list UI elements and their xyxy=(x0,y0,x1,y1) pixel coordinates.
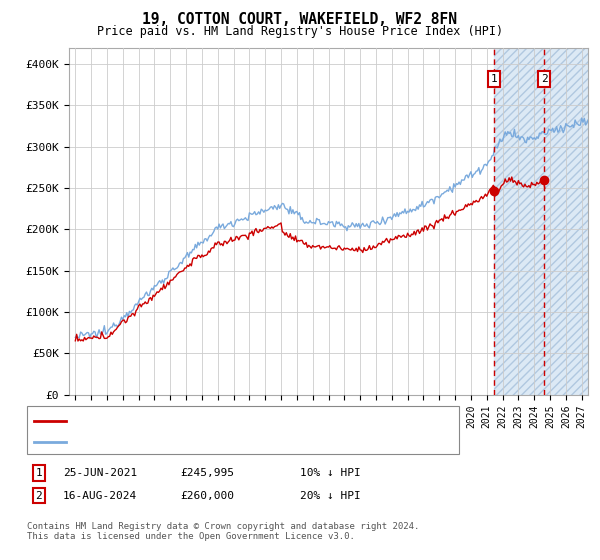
Text: 19, COTTON COURT, WAKEFIELD, WF2 8FN (detached house): 19, COTTON COURT, WAKEFIELD, WF2 8FN (de… xyxy=(72,416,403,426)
Text: 10% ↓ HPI: 10% ↓ HPI xyxy=(300,468,361,478)
Text: 25-JUN-2021: 25-JUN-2021 xyxy=(63,468,137,478)
Text: 1: 1 xyxy=(35,468,43,478)
Text: HPI: Average price, detached house, Wakefield: HPI: Average price, detached house, Wake… xyxy=(72,437,353,446)
Bar xyxy=(494,48,588,395)
Text: 1: 1 xyxy=(491,74,498,84)
Text: Contains HM Land Registry data © Crown copyright and database right 2024.
This d: Contains HM Land Registry data © Crown c… xyxy=(27,522,419,542)
Text: 2: 2 xyxy=(35,491,43,501)
Text: 16-AUG-2024: 16-AUG-2024 xyxy=(63,491,137,501)
Text: £245,995: £245,995 xyxy=(180,468,234,478)
Bar xyxy=(494,48,588,395)
Text: £260,000: £260,000 xyxy=(180,491,234,501)
Text: Price paid vs. HM Land Registry's House Price Index (HPI): Price paid vs. HM Land Registry's House … xyxy=(97,25,503,38)
Text: 19, COTTON COURT, WAKEFIELD, WF2 8FN: 19, COTTON COURT, WAKEFIELD, WF2 8FN xyxy=(143,12,458,27)
Text: 20% ↓ HPI: 20% ↓ HPI xyxy=(300,491,361,501)
Text: 2: 2 xyxy=(541,74,547,84)
